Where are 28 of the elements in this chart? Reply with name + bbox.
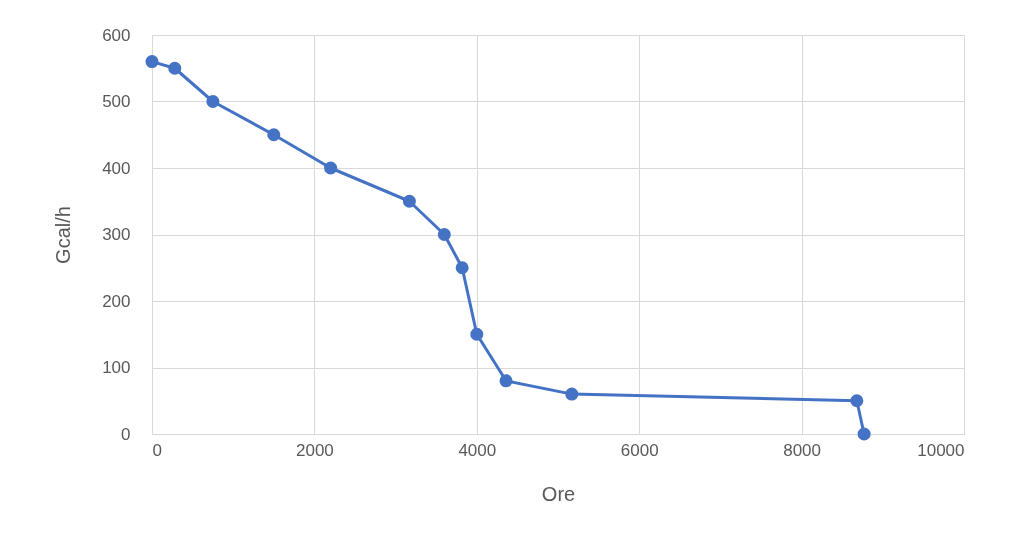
x-tick-label: 0 <box>152 440 162 460</box>
y-tick-label: 300 <box>102 225 131 244</box>
point <box>850 394 864 408</box>
point <box>499 374 513 388</box>
y-tick-label: 600 <box>102 25 131 45</box>
y-tick-label: 500 <box>102 92 131 111</box>
x-tick-label: 8000 <box>783 440 822 460</box>
point <box>324 161 338 175</box>
point <box>402 194 416 208</box>
point <box>168 61 182 75</box>
point <box>565 387 579 401</box>
point <box>470 327 484 341</box>
x-tick-label: 10000 <box>917 440 965 460</box>
x-tick-label: 4000 <box>458 440 497 460</box>
point <box>455 261 469 275</box>
point <box>857 427 871 441</box>
point <box>145 55 159 69</box>
y-tick-label: 200 <box>102 291 131 311</box>
point <box>437 227 451 242</box>
y-tick-label: 0 <box>121 424 131 444</box>
x-tick-label: 2000 <box>295 440 334 460</box>
y-tick-label: 100 <box>102 358 131 377</box>
y-axis-title: Gcal/h <box>52 206 75 264</box>
point <box>267 128 281 142</box>
x-axis-title: Ore <box>541 482 576 505</box>
y-tick-label: 400 <box>102 158 131 178</box>
point <box>206 94 220 109</box>
x-tick-label: 6000 <box>620 440 659 460</box>
